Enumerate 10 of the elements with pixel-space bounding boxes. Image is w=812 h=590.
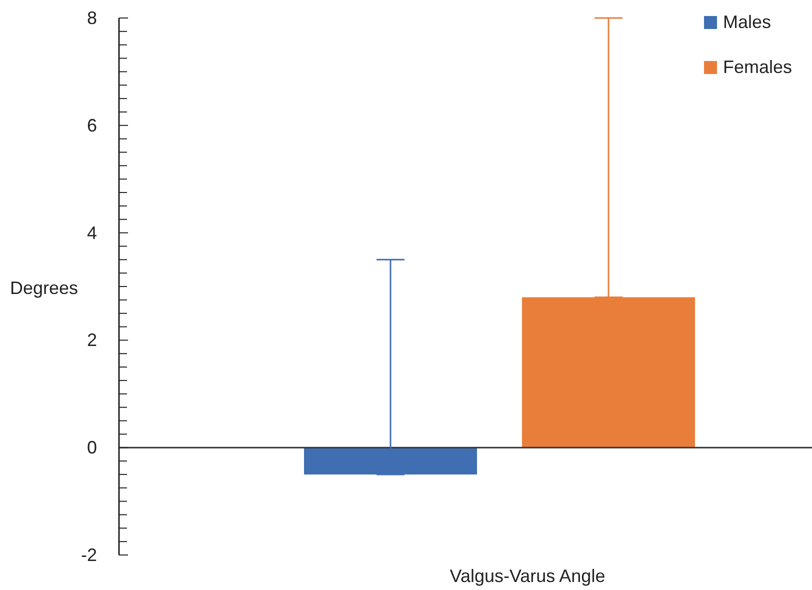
y-tick-label: 0 (86, 438, 97, 458)
y-tick-label: 8 (86, 8, 97, 28)
y-tick-label: -2 (80, 545, 97, 565)
y-tick-label: 6 (86, 115, 97, 136)
x-axis-title: Valgus-Varus Angle (448, 566, 606, 587)
y-axis-title: Degrees (10, 278, 78, 299)
legend-label: Males (722, 12, 771, 33)
legend-label: Females (722, 57, 792, 78)
y-tick-label: 2 (86, 330, 97, 350)
y-tick-label: 4 (86, 222, 97, 243)
